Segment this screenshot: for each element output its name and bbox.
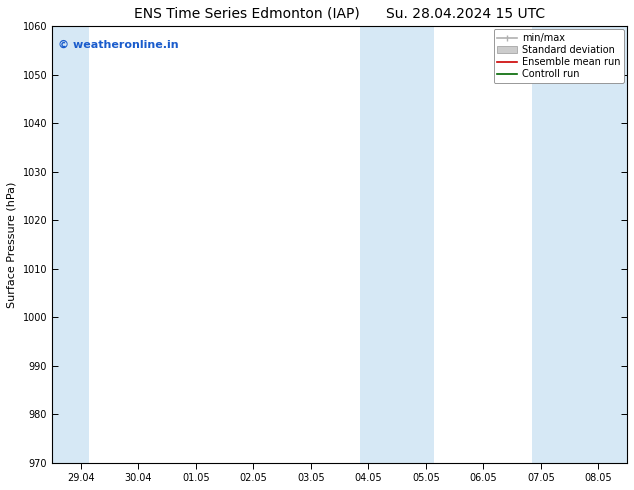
Title: ENS Time Series Edmonton (IAP)      Su. 28.04.2024 15 UTC: ENS Time Series Edmonton (IAP) Su. 28.04… <box>134 7 545 21</box>
Bar <box>532 26 627 463</box>
Bar <box>52 26 89 463</box>
Text: © weatheronline.in: © weatheronline.in <box>58 39 178 49</box>
Legend: min/max, Standard deviation, Ensemble mean run, Controll run: min/max, Standard deviation, Ensemble me… <box>493 29 624 83</box>
Bar <box>359 26 434 463</box>
Y-axis label: Surface Pressure (hPa): Surface Pressure (hPa) <box>7 181 17 308</box>
